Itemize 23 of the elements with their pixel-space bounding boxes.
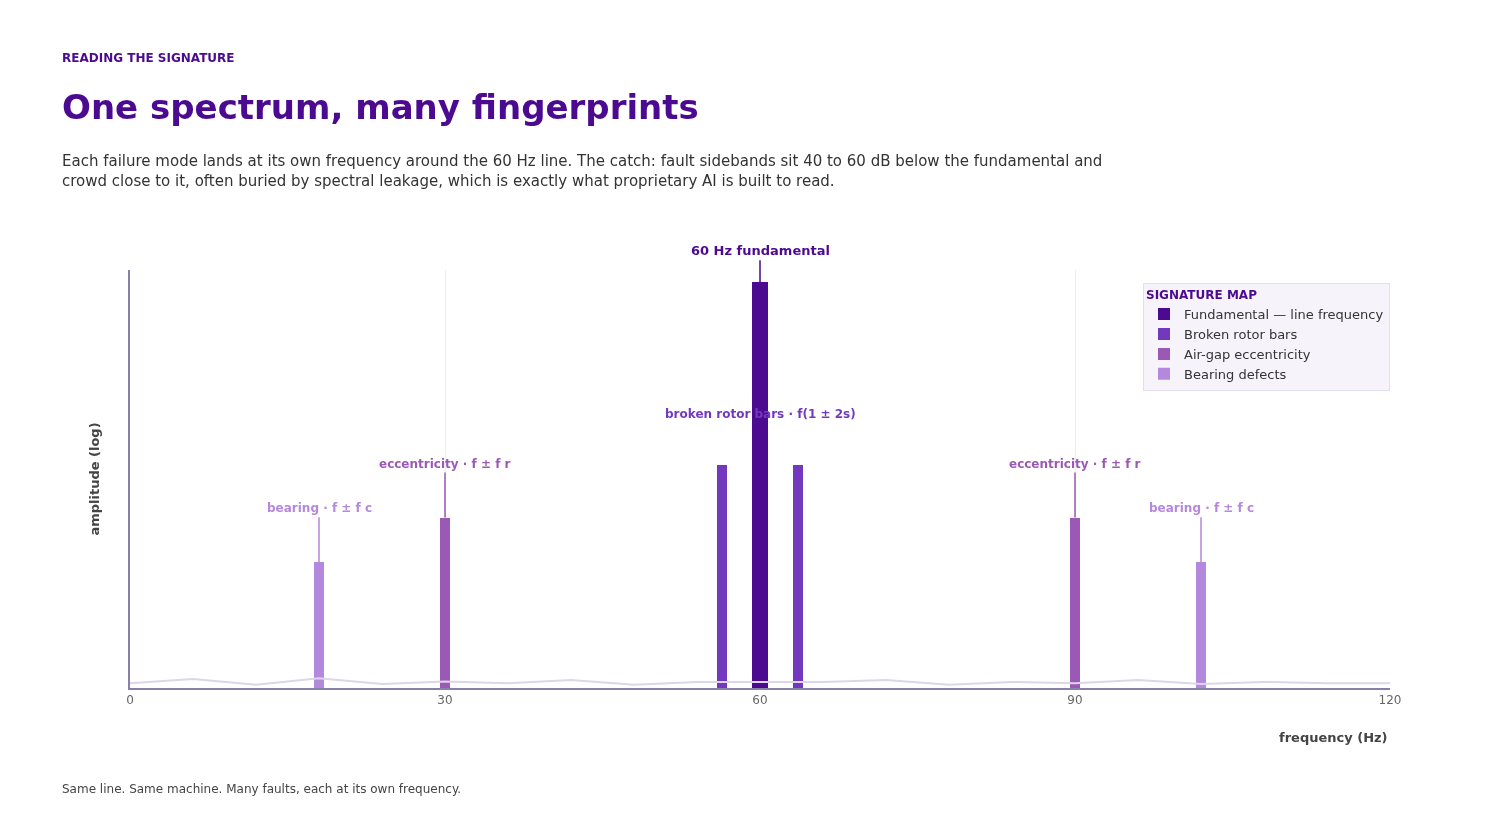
bar: [717, 465, 727, 688]
text: READING THE SIGNATURE: [62, 51, 235, 65]
legend-label: Broken rotor bars: [1184, 327, 1298, 343]
bar: [793, 465, 803, 688]
annotation: bearing · f ± f c: [267, 501, 373, 515]
annotation: 60 Hz fundamental: [691, 243, 830, 258]
x-tick-label: 60: [752, 693, 768, 708]
annotation: bearing · f ± f c: [1149, 501, 1255, 515]
legend-label: Air-gap eccentricity: [1184, 346, 1311, 362]
legend-label: Bearing defects: [1184, 366, 1287, 382]
chart-title: One spectrum, many fingerprints: [62, 87, 699, 127]
x-tick-label: 120: [1378, 693, 1402, 708]
x-tick-label: 30: [437, 693, 453, 708]
annotation: eccentricity · f ± f r: [1009, 457, 1141, 471]
legend-label: Fundamental — line frequency: [1184, 307, 1384, 323]
x-axis-title: frequency (Hz): [1279, 730, 1388, 745]
text: Same line. Same machine. Many faults, each at its own frequency.: [62, 782, 462, 796]
annotation: eccentricity · f ± f r: [379, 457, 511, 471]
x-tick-label: 90: [1067, 693, 1083, 708]
x-tick-label: 0: [126, 693, 134, 708]
y-axis-title: amplitude (log): [87, 422, 103, 536]
chart-subtitle: Each failure mode lands at its own frequency around the 60 Hz line. The catch: fault sidebands sit 40 to 60 dB below the fundamental and crowd close to it, often buried by spectral leakage, which is exactly what proprietary AI is built to read.: [62, 152, 1103, 190]
legend-title: SIGNATURE MAP: [1146, 288, 1258, 303]
